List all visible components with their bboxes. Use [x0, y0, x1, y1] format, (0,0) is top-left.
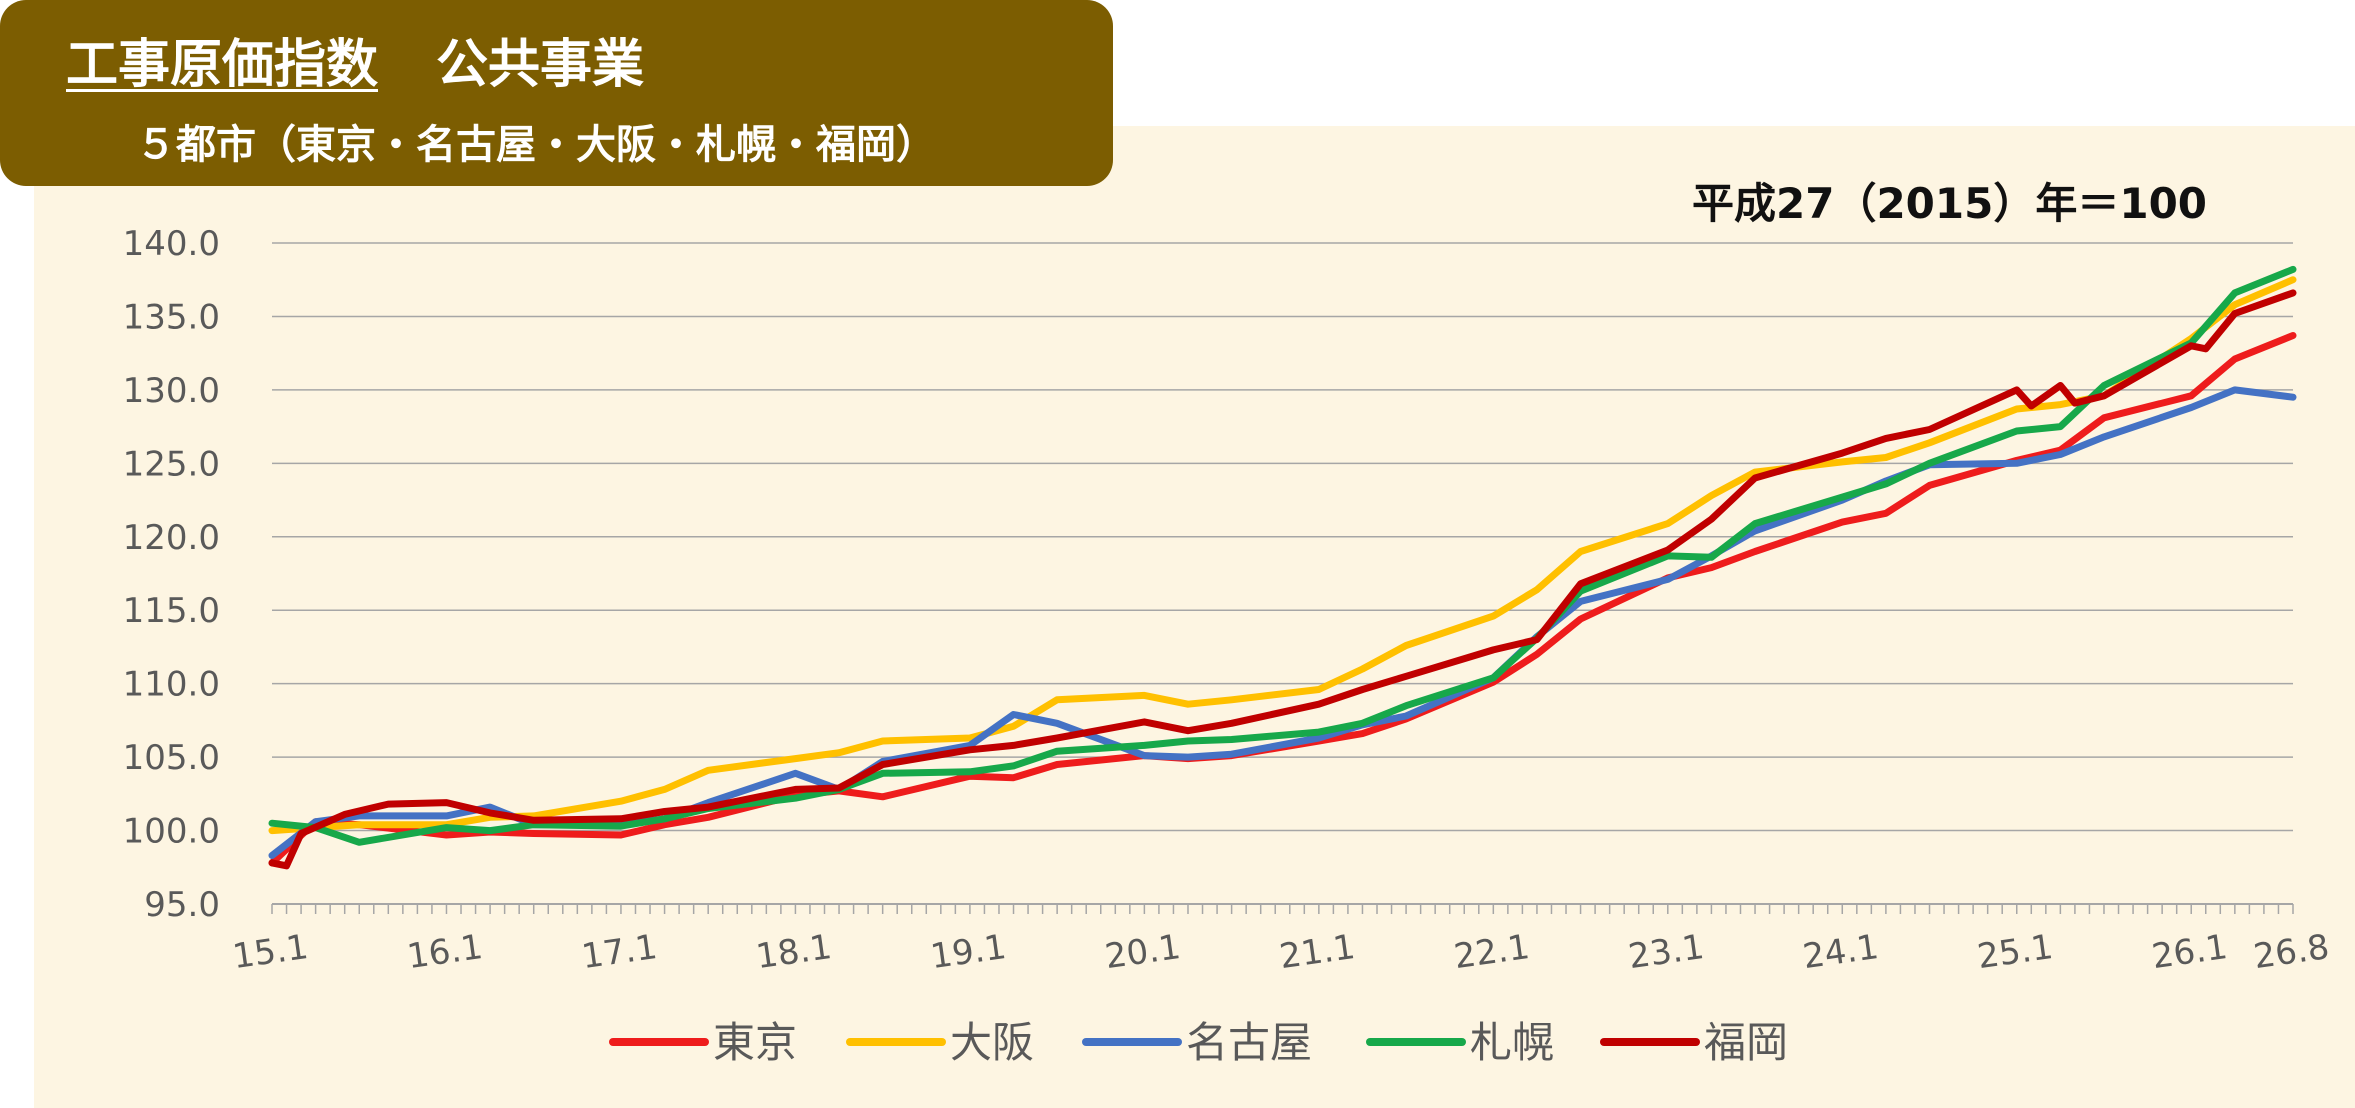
y-tick-label: 140.0	[123, 224, 220, 264]
legend-label: 福岡	[1704, 1018, 1788, 1067]
title-banner: 工事原価指数 公共事業 ５都市（東京・名古屋・大阪・札幌・福岡）	[0, 0, 1113, 186]
series-line-東京	[268, 332, 2297, 867]
y-tick-label: 105.0	[123, 738, 220, 778]
x-tick-label: 15.1	[230, 927, 311, 977]
x-tick-label: 18.1	[754, 927, 835, 977]
x-tick-label: 22.1	[1452, 927, 1533, 977]
x-tick-label: 21.1	[1277, 927, 1358, 977]
y-tick-label: 135.0	[123, 297, 220, 337]
y-tick-label: 120.0	[123, 518, 220, 558]
y-tick-label: 125.0	[123, 444, 220, 484]
page-title: 工事原価指数 公共事業	[66, 22, 644, 97]
y-tick-label: 110.0	[123, 665, 220, 705]
y-tick-label: 95.0	[144, 885, 220, 925]
x-tick-label: 20.1	[1103, 927, 1184, 977]
series-line-札幌	[268, 265, 2297, 846]
series-line-大阪	[268, 276, 2297, 835]
legend-label: 東京	[713, 1018, 797, 1067]
x-tick-label: 24.1	[1800, 927, 1881, 977]
x-tick-label: 16.1	[405, 927, 486, 977]
x-tick-label: 26.1	[2149, 927, 2230, 977]
title-sub: 公共事業	[436, 35, 645, 95]
x-tick-label: 26.8	[2251, 927, 2332, 977]
x-tick-label: 25.1	[1975, 927, 2056, 977]
x-tick-label: 23.1	[1626, 927, 1707, 977]
y-tick-label: 100.0	[123, 812, 220, 852]
subtitle: ５都市（東京・名古屋・大阪・札幌・福岡）	[136, 122, 936, 168]
series-line-名古屋	[268, 386, 2297, 859]
x-tick-label: 17.1	[579, 927, 660, 977]
x-tick-label: 19.1	[928, 927, 1009, 977]
series-line-福岡	[268, 289, 2297, 870]
y-tick-label: 130.0	[123, 371, 220, 411]
legend-label: 札幌	[1470, 1018, 1554, 1067]
title-main: 工事原価指数	[66, 35, 379, 95]
legend-label: 大阪	[950, 1018, 1034, 1067]
y-tick-label: 115.0	[123, 591, 220, 631]
legend-label: 名古屋	[1186, 1018, 1312, 1067]
chart-panel	[34, 126, 2355, 1108]
base-note: 平成27（2015）年＝100	[1692, 179, 2207, 228]
